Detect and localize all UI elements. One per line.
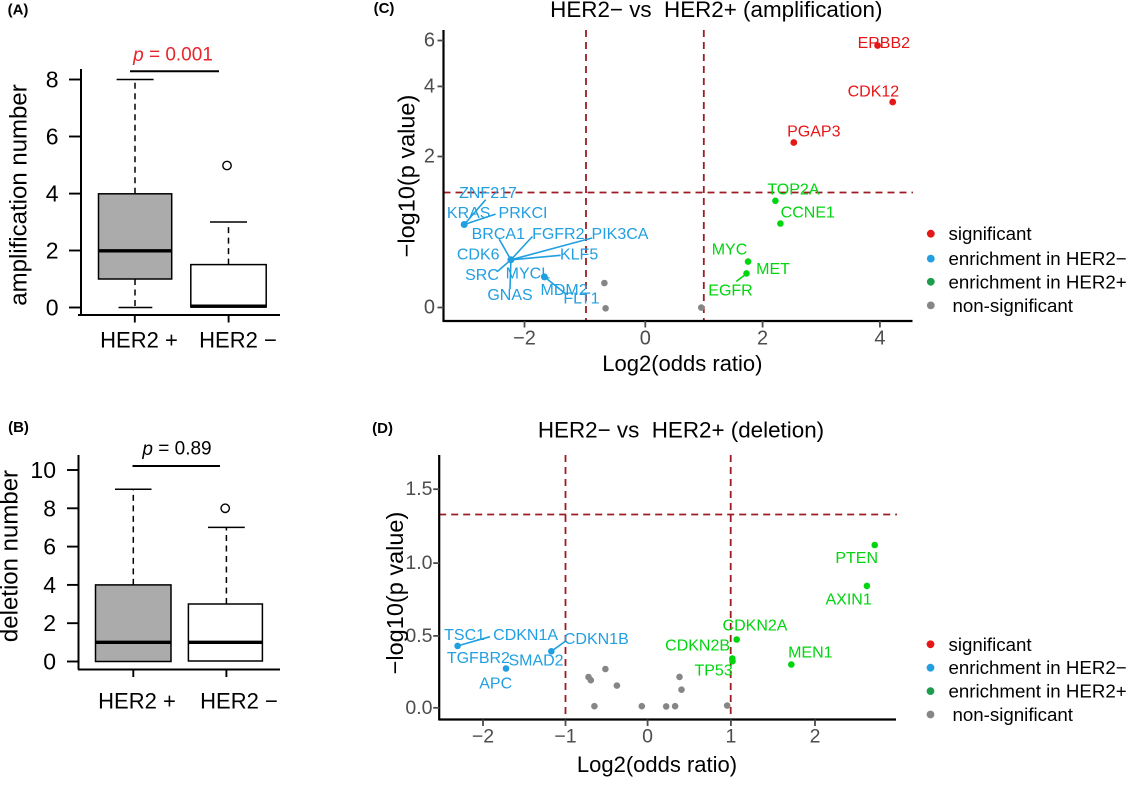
svg-text:TGFBR2: TGFBR2 xyxy=(447,650,510,667)
svg-text:(B): (B) xyxy=(8,419,29,436)
svg-text:enrichment in HER2+: enrichment in HER2+ xyxy=(949,681,1127,702)
svg-text:4: 4 xyxy=(424,75,435,97)
svg-text:4: 4 xyxy=(43,572,56,598)
svg-text:0: 0 xyxy=(43,649,56,675)
svg-text:HER2− vs HER2+ (deletion): HER2− vs HER2+ (deletion) xyxy=(538,418,824,443)
svg-text:2: 2 xyxy=(424,146,435,168)
svg-text:1.0: 1.0 xyxy=(405,552,432,574)
svg-text:MET: MET xyxy=(756,261,790,278)
svg-text:FLT1: FLT1 xyxy=(563,291,599,308)
svg-text:4: 4 xyxy=(874,327,885,349)
svg-text:HER2 −: HER2 − xyxy=(200,689,278,714)
svg-text:−1: −1 xyxy=(554,726,576,748)
svg-text:0: 0 xyxy=(642,726,653,748)
svg-text:2: 2 xyxy=(43,610,56,636)
svg-text:−2: −2 xyxy=(472,726,494,748)
svg-text:−2: −2 xyxy=(513,327,536,349)
svg-text:2: 2 xyxy=(757,327,768,349)
svg-text:amplification number: amplification number xyxy=(6,84,33,305)
svg-text:EGFR: EGFR xyxy=(708,283,752,300)
svg-text:1.5: 1.5 xyxy=(405,478,432,500)
svg-text:2: 2 xyxy=(810,726,821,748)
svg-text:p = 0.89: p = 0.89 xyxy=(141,439,211,460)
svg-text:TOP2A: TOP2A xyxy=(767,181,820,198)
svg-text:CDK12: CDK12 xyxy=(848,84,900,101)
svg-text:(C): (C) xyxy=(374,0,395,17)
svg-text:Log2(odds ratio): Log2(odds ratio) xyxy=(577,752,737,777)
svg-text:6: 6 xyxy=(424,30,435,52)
svg-text:ZNF217: ZNF217 xyxy=(459,185,517,202)
svg-text:ERBB2: ERBB2 xyxy=(858,35,911,52)
svg-text:1: 1 xyxy=(725,726,736,748)
svg-text:0: 0 xyxy=(46,295,59,321)
svg-text:MYC: MYC xyxy=(712,241,748,258)
svg-text:deletion number: deletion number xyxy=(0,470,24,642)
svg-text:TSC1: TSC1 xyxy=(444,627,485,644)
svg-text:significant: significant xyxy=(949,223,1033,244)
svg-text:non-significant: non-significant xyxy=(953,704,1074,725)
svg-text:APC: APC xyxy=(479,676,512,693)
svg-text:PIK3CA: PIK3CA xyxy=(592,226,649,243)
svg-text:2: 2 xyxy=(46,238,59,264)
svg-text:BRCA1: BRCA1 xyxy=(472,226,525,243)
svg-text:PTEN: PTEN xyxy=(835,550,878,567)
svg-text:HER2 +: HER2 + xyxy=(98,689,176,714)
svg-text:MDM2: MDM2 xyxy=(541,282,588,299)
svg-text:Log2(odds ratio): Log2(odds ratio) xyxy=(602,351,762,376)
svg-text:HER2− vs HER2+ (amplification: HER2− vs HER2+ (amplification) xyxy=(550,0,882,22)
svg-text:enrichment in HER2−: enrichment in HER2− xyxy=(949,657,1127,678)
svg-text:non-significant: non-significant xyxy=(953,295,1074,316)
svg-text:KRAS: KRAS xyxy=(447,205,491,222)
svg-text:AXIN1: AXIN1 xyxy=(825,592,871,609)
svg-text:6: 6 xyxy=(43,534,56,560)
svg-text:8: 8 xyxy=(46,67,59,93)
svg-text:KLF5: KLF5 xyxy=(560,246,598,263)
svg-text:−log10(p value): −log10(p value) xyxy=(394,95,420,258)
svg-text:0: 0 xyxy=(640,327,651,349)
svg-text:HER2 +: HER2 + xyxy=(100,328,178,353)
svg-text:CDKN2B: CDKN2B xyxy=(665,638,730,655)
svg-text:CDKN1A: CDKN1A xyxy=(493,627,558,644)
svg-text:0.0: 0.0 xyxy=(405,697,432,719)
svg-text:CCNE1: CCNE1 xyxy=(781,204,835,221)
svg-text:4: 4 xyxy=(46,181,59,207)
svg-text:enrichment in HER2−: enrichment in HER2− xyxy=(949,248,1127,269)
svg-text:6: 6 xyxy=(46,124,59,150)
svg-text:TP53: TP53 xyxy=(694,663,732,680)
svg-text:GNAS: GNAS xyxy=(487,287,532,304)
svg-text:(D): (D) xyxy=(372,420,393,437)
svg-text:significant: significant xyxy=(949,634,1033,655)
svg-text:HER2 −: HER2 − xyxy=(199,328,277,353)
svg-text:MEN1: MEN1 xyxy=(788,645,833,662)
svg-text:CDKN1B: CDKN1B xyxy=(564,631,629,648)
svg-text:PGAP3: PGAP3 xyxy=(787,124,840,141)
svg-text:CDK6: CDK6 xyxy=(457,246,500,263)
svg-text:MYCL: MYCL xyxy=(506,265,551,282)
svg-text:−log10(p value): −log10(p value) xyxy=(382,512,408,675)
svg-text:8: 8 xyxy=(43,495,56,521)
svg-text:CDKN2A: CDKN2A xyxy=(723,618,788,635)
svg-text:10: 10 xyxy=(30,457,56,483)
svg-text:p = 0.001: p = 0.001 xyxy=(132,45,213,66)
svg-text:(A): (A) xyxy=(8,2,29,19)
svg-text:FGFR2: FGFR2 xyxy=(532,226,585,243)
svg-text:SRC: SRC xyxy=(465,267,499,284)
svg-text:PRKCI: PRKCI xyxy=(499,205,548,222)
svg-text:0: 0 xyxy=(424,297,435,319)
svg-text:SMAD2: SMAD2 xyxy=(508,652,563,669)
svg-text:0.5: 0.5 xyxy=(405,625,432,647)
svg-text:enrichment in HER2+: enrichment in HER2+ xyxy=(949,271,1127,292)
